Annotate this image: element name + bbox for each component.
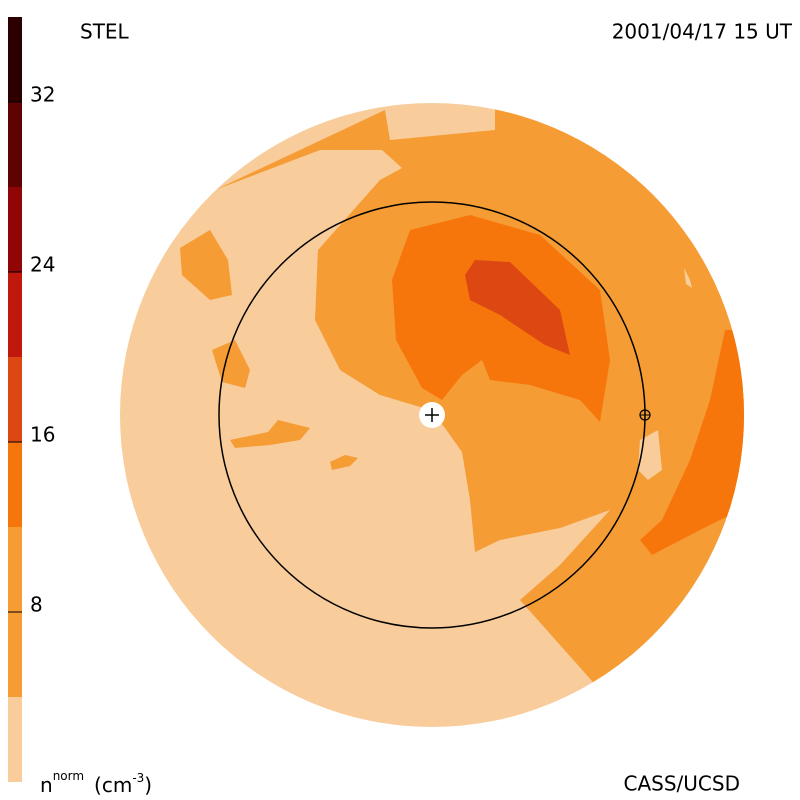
colorbar-band [8, 357, 22, 442]
density-region [640, 330, 744, 555]
colorbar-band [8, 442, 22, 527]
label-part: -3 [132, 771, 144, 785]
label-part: norm [53, 769, 84, 783]
density-region [684, 268, 692, 288]
density-region [392, 215, 610, 422]
density-region [180, 230, 232, 300]
date-label: 2001/04/17 15 UT [612, 20, 793, 44]
earth-marker [640, 410, 650, 420]
density-region [638, 430, 662, 480]
colorbar-tick-label: 24 [30, 253, 55, 277]
colorbar-tick-label: 8 [30, 593, 43, 617]
density-region [215, 103, 744, 727]
colorbar-band [8, 697, 22, 782]
density-region [330, 455, 358, 470]
colorbar-band [8, 272, 22, 357]
colorbar-tick-label: 32 [30, 83, 55, 107]
sun-marker [425, 408, 439, 422]
credit: CASS/UCSD [624, 772, 740, 796]
colorbar-tick-label: 16 [30, 423, 55, 447]
colorbar-band [8, 102, 22, 187]
density-region [230, 420, 310, 448]
label-part: ) [144, 773, 152, 797]
density-region [212, 340, 250, 388]
colorbar-band [8, 17, 22, 102]
label-part: n [40, 773, 53, 797]
label-part: (cm [94, 773, 132, 797]
chart-title: STEL [80, 20, 130, 44]
density-region [465, 260, 570, 355]
colorbar-band [8, 187, 22, 272]
colorbar-label: nnorm (cm-3) [40, 769, 152, 797]
